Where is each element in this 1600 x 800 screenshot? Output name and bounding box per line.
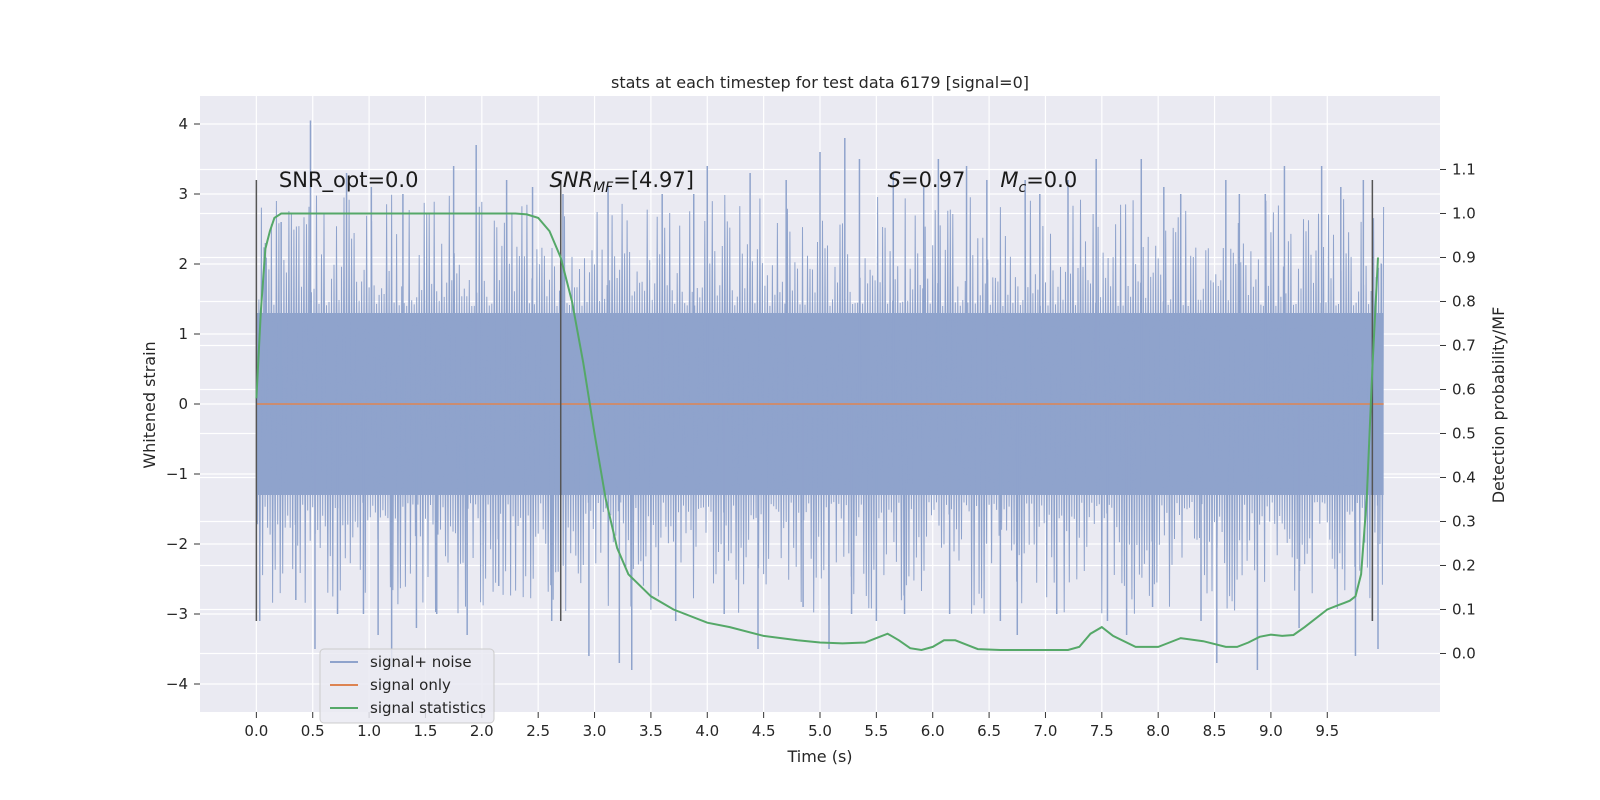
x-tick-label: 4.0 xyxy=(695,722,719,740)
x-tick-label: 5.0 xyxy=(808,722,832,740)
y2-tick-label: 0.8 xyxy=(1452,292,1476,310)
legend-label-signal-statistics: signal statistics xyxy=(370,699,486,717)
y2-tick-label: 0.5 xyxy=(1452,424,1476,442)
y-tick-label: −3 xyxy=(166,605,188,623)
y-tick-label: 3 xyxy=(178,185,188,203)
legend-label-signal-noise: signal+ noise xyxy=(370,653,472,671)
x-tick-label: 8.5 xyxy=(1203,722,1227,740)
y-tick-label: −4 xyxy=(166,675,188,693)
annotation: S=0.97 xyxy=(888,168,966,192)
legend-box xyxy=(319,648,495,724)
x-tick-label: 4.5 xyxy=(752,722,776,740)
y2-tick-label: 0.9 xyxy=(1452,248,1476,266)
y2-tick-label: 0.2 xyxy=(1452,556,1476,574)
x-tick-label: 9.0 xyxy=(1259,722,1283,740)
y-tick-label: 2 xyxy=(178,255,188,273)
annotation: Mc=0.0 xyxy=(1000,168,1077,196)
x-tick-label: 0.5 xyxy=(301,722,325,740)
annotation: SNR_opt=0.0 xyxy=(279,168,419,193)
x-tick-label: 2.0 xyxy=(470,722,494,740)
signal-statistics-line xyxy=(255,212,1379,652)
x-tick-label: 0.0 xyxy=(244,722,268,740)
x-tick-label: 6.0 xyxy=(921,722,945,740)
y2-tick-label: 1.0 xyxy=(1452,204,1476,222)
legend: signal+ noise signal only signal statist… xyxy=(319,648,495,724)
y2-tick-label: 0.6 xyxy=(1452,380,1476,398)
y-axis-label: Whitened strain xyxy=(140,341,159,468)
x-tick-label: 1.5 xyxy=(414,722,438,740)
y2-tick-label: 0.4 xyxy=(1452,468,1476,486)
y2-tick-label: 0.3 xyxy=(1452,512,1476,530)
x-tick-label: 3.0 xyxy=(583,722,607,740)
legend-label-signal-only: signal only xyxy=(370,676,451,694)
x-tick-label: 9.5 xyxy=(1315,722,1339,740)
x-tick-label: 8.0 xyxy=(1146,722,1170,740)
x-axis-ticks: 0.0 0.5 1.0 1.5 2.0 2.5 3.0 3.5 4.0 4.5 5.0 5.5 6.0 6… xyxy=(244,712,1339,740)
y2-axis-ticks: 1.1 1.0 0.9 0.8 0.7 0.6 0.5 0.4 0.3 0.2 0.1 0.0 xyxy=(1440,160,1476,662)
y2-axis-label: Detection probability/MF xyxy=(1489,307,1508,504)
y-axis-ticks: 4 3 2 1 0 −1 −2 −3 −4 xyxy=(166,115,200,693)
chart-title: stats at each timestep for test data 617… xyxy=(611,73,1029,92)
x-axis-label: Time (s) xyxy=(786,747,852,766)
y-tick-label: 0 xyxy=(178,395,188,413)
x-tick-label: 5.5 xyxy=(864,722,888,740)
y-tick-label: −2 xyxy=(166,535,188,553)
y-tick-label: 4 xyxy=(178,115,188,133)
x-tick-label: 6.5 xyxy=(977,722,1001,740)
y2-tick-label: 0.7 xyxy=(1452,336,1476,354)
signal-statistics-series xyxy=(255,212,1379,652)
x-tick-label: 3.5 xyxy=(639,722,663,740)
annotation: SNRMF=[4.97] xyxy=(549,168,694,196)
x-tick-label: 7.5 xyxy=(1090,722,1114,740)
x-tick-label: 7.0 xyxy=(1034,722,1058,740)
y-tick-label: −1 xyxy=(166,465,188,483)
event-markers xyxy=(255,180,1374,621)
y2-tick-label: 0.1 xyxy=(1452,600,1476,618)
strain-trace xyxy=(255,194,1385,614)
y-tick-label: 1 xyxy=(178,325,188,343)
annotations: SNR_opt=0.0 SNRMF=[4.97] S=0.97 Mc=0.0 xyxy=(279,168,1077,196)
y2-tick-label: 0.0 xyxy=(1452,644,1476,662)
y2-tick-label: 1.1 xyxy=(1452,160,1476,178)
x-tick-label: 2.5 xyxy=(526,722,550,740)
x-tick-label: 1.0 xyxy=(357,722,381,740)
